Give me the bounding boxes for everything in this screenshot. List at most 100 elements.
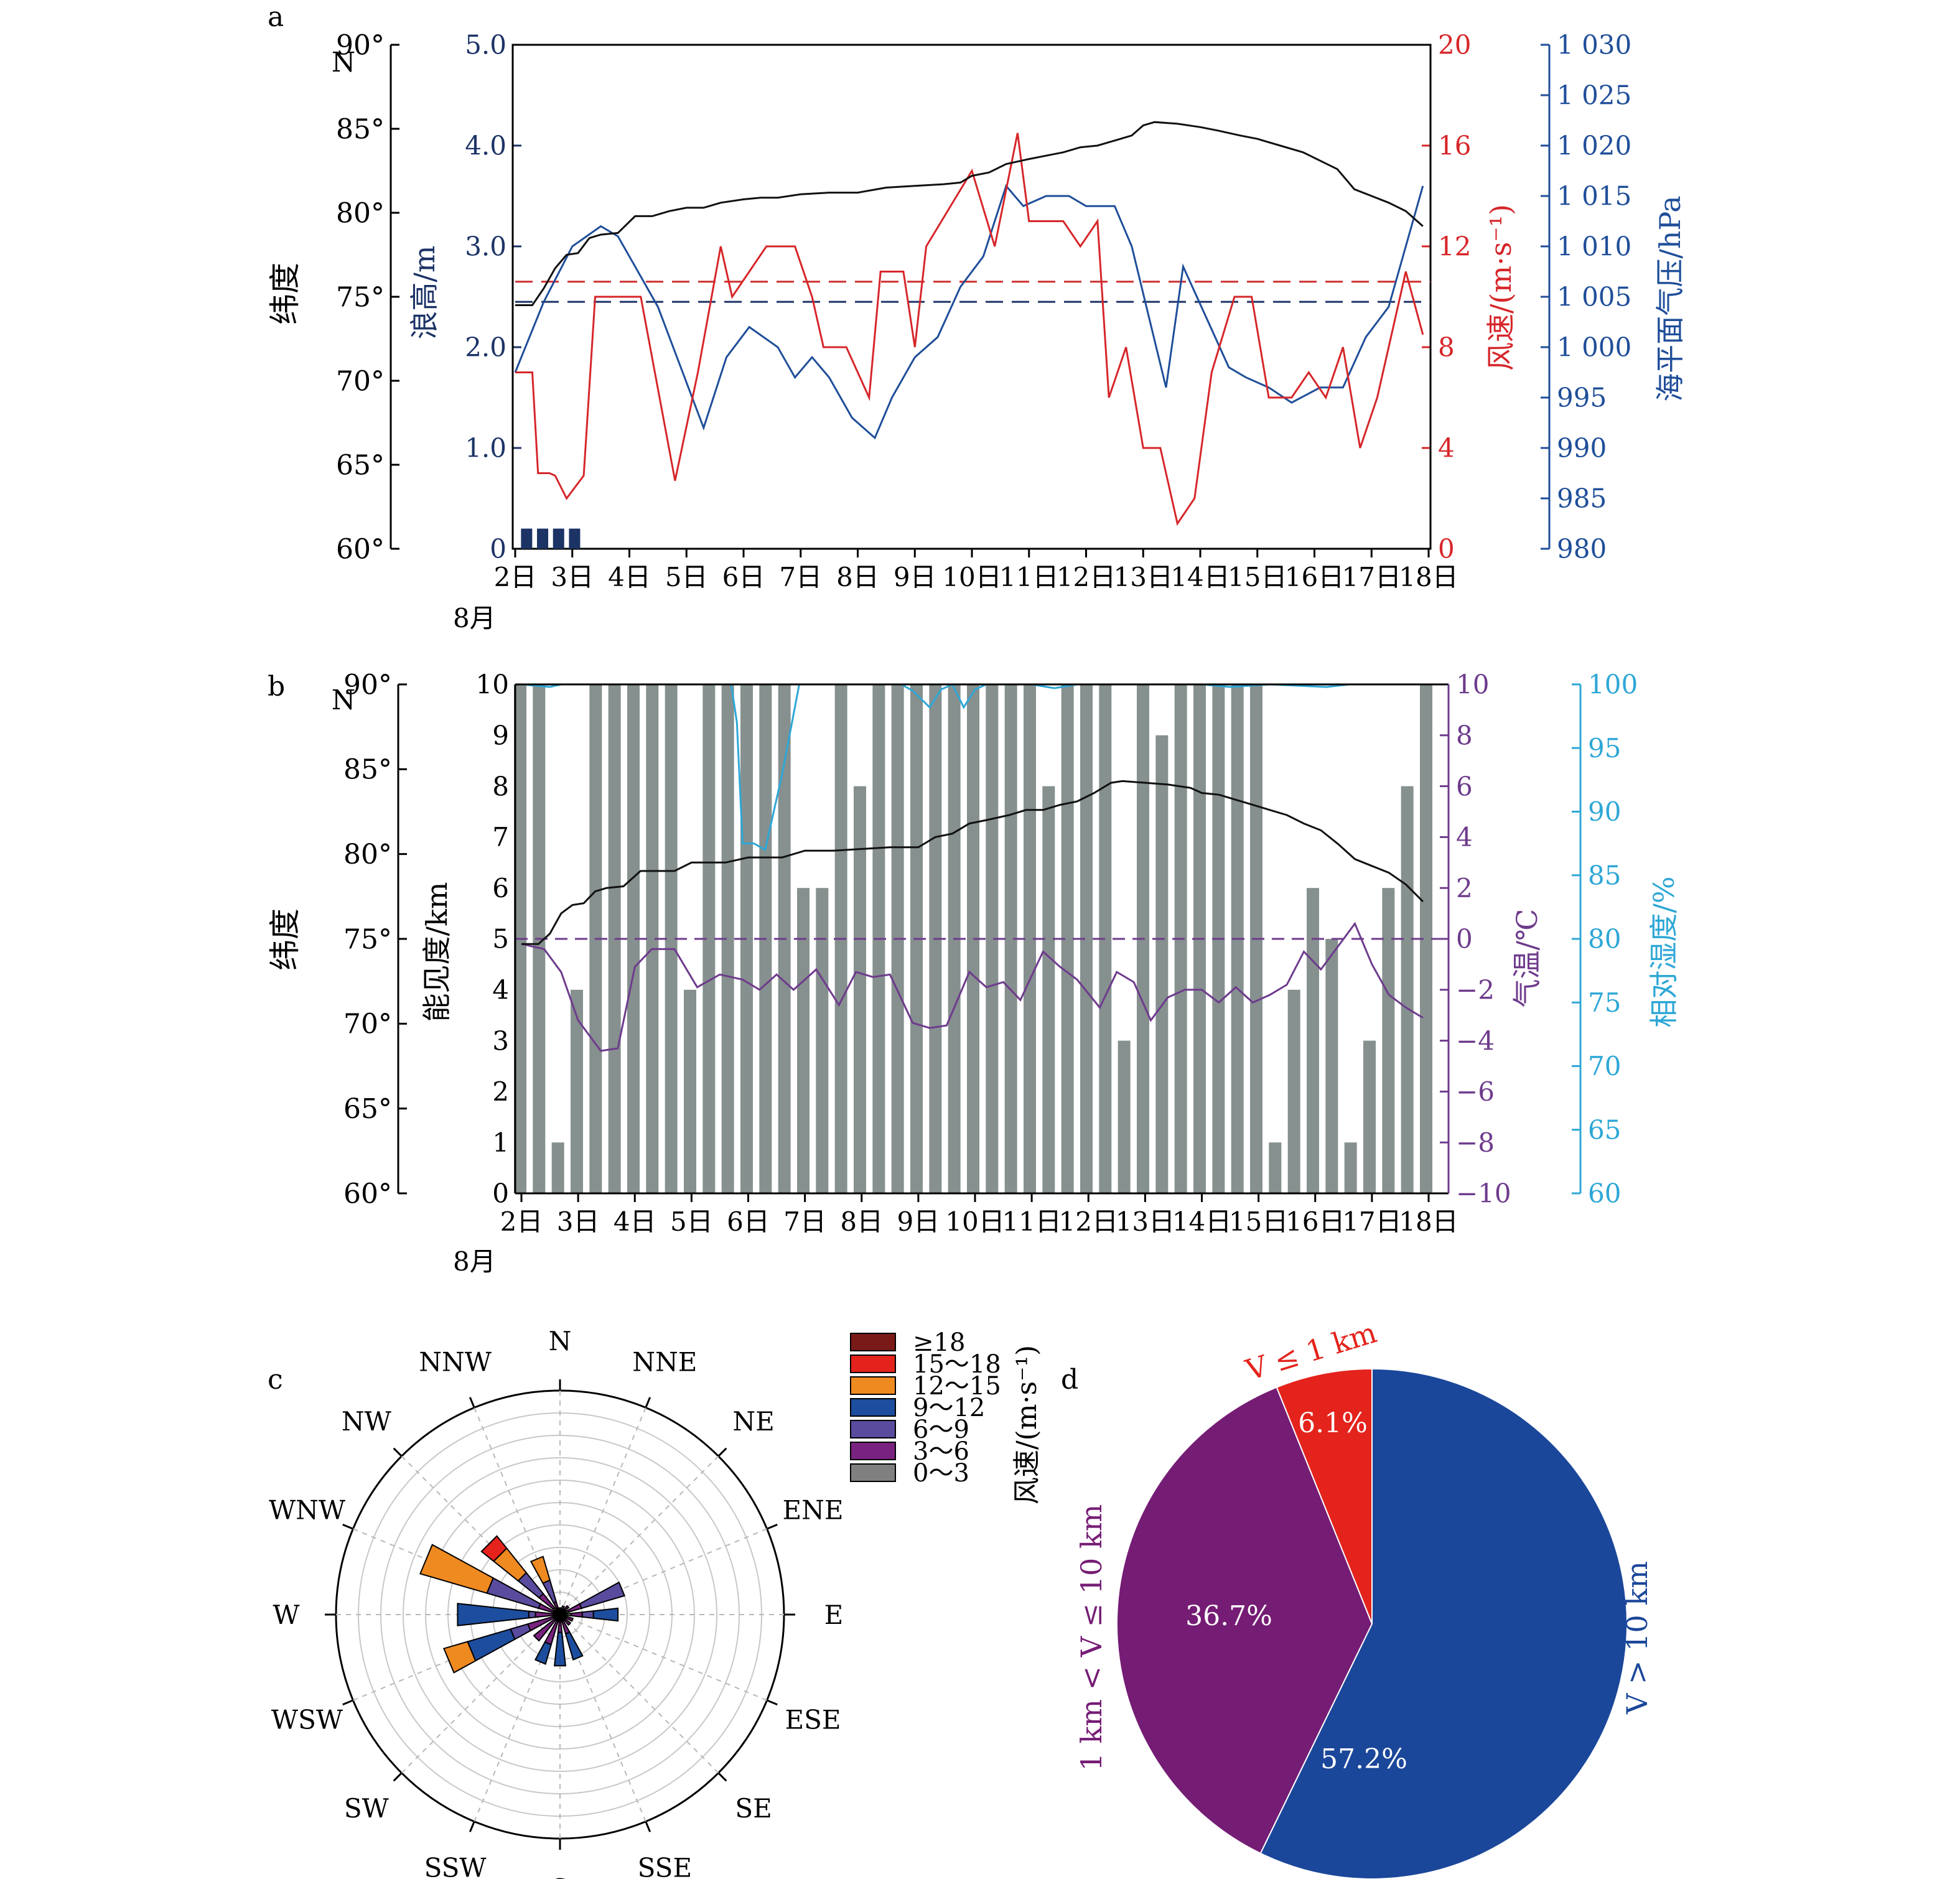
b-vis-tick-label-1: 9 bbox=[492, 720, 509, 751]
a-lat-tick-label-4: 70° bbox=[336, 365, 385, 397]
legend-swatch-1 bbox=[850, 1354, 896, 1373]
b-xtick-label-16: 18日 bbox=[1399, 1206, 1458, 1237]
panel-c-wedges bbox=[419, 1535, 626, 1674]
visibility-bar-29 bbox=[1061, 684, 1074, 1193]
a-xtick-label-1: 3日 bbox=[551, 562, 594, 592]
a-xtick-label-3: 5日 bbox=[665, 562, 708, 592]
b-temp-tick-label-8: −6 bbox=[1456, 1076, 1495, 1107]
legend-label-6: 0～3 bbox=[913, 1459, 969, 1488]
b-vis-tick-label-2: 8 bbox=[492, 771, 509, 801]
a-pres-tick-label-3: 1 015 bbox=[1557, 181, 1631, 212]
b-temp-tick-label-4: 2 bbox=[1456, 873, 1473, 903]
a-xtick-label-4: 6日 bbox=[722, 562, 765, 592]
rose-wedge-SE-1 bbox=[563, 1618, 572, 1626]
rh-line bbox=[521, 683, 1423, 852]
b-vis-tick-label-8: 2 bbox=[492, 1076, 509, 1107]
legend-label-2: 12～15 bbox=[913, 1372, 1001, 1401]
b-rh-tick-label-2: 90 bbox=[1588, 796, 1621, 827]
b-temp-tick-label-9: −8 bbox=[1456, 1127, 1495, 1158]
visibility-bar-15 bbox=[797, 888, 810, 1193]
panel-d-slices bbox=[1116, 1368, 1628, 1879]
panel-c-direction-labels: N NNE NE ENE E ESE SE SSE S SSW SW WSW W WNW NW NNW bbox=[269, 1326, 844, 1879]
latitude-line-a bbox=[515, 121, 1424, 306]
a-xtick-label-7: 9日 bbox=[894, 562, 936, 592]
panel-b-latitude-title: 纬度 bbox=[267, 908, 303, 971]
b-vis-tick-label-9: 1 bbox=[492, 1127, 509, 1158]
a-pres-tick-label-0: 1 030 bbox=[1557, 30, 1631, 60]
visibility-bar-9 bbox=[684, 989, 696, 1193]
b-rh-tick-label-6: 70 bbox=[1588, 1051, 1621, 1081]
a-wave-tick-label-3: 2.0 bbox=[465, 332, 506, 363]
rose-wedge-W-3 bbox=[457, 1603, 530, 1626]
visibility-bar-46 bbox=[1382, 888, 1395, 1193]
rose-tick-NE bbox=[717, 1447, 727, 1457]
legend-label-4: 6～9 bbox=[913, 1415, 969, 1444]
b-lat-tick-label-3: 75° bbox=[343, 923, 392, 955]
b-rh-tick-label-0: 100 bbox=[1588, 669, 1638, 700]
b-lat-tick-label-6: 60° bbox=[343, 1178, 392, 1210]
b-temp-tick-label-2: 6 bbox=[1456, 771, 1473, 801]
b-xtick-label-2: 4日 bbox=[614, 1206, 656, 1237]
rose-wedge-NE-1 bbox=[563, 1605, 570, 1611]
a-lat-tick-label-2: 80° bbox=[336, 197, 385, 229]
panel-a-month-label: 8月 bbox=[453, 603, 496, 633]
b-xtick-label-0: 2日 bbox=[500, 1206, 543, 1237]
visibility-bar-25 bbox=[986, 684, 999, 1193]
b-lat-tick-label-1: 85° bbox=[343, 754, 392, 786]
rose-label-SW: SW bbox=[344, 1793, 390, 1824]
rose-tick-SW bbox=[393, 1772, 403, 1782]
a-pres-tick-label-1: 1 025 bbox=[1557, 80, 1631, 111]
a-pres-tick-label-4: 1 010 bbox=[1557, 231, 1631, 262]
pie-slice-0 bbox=[1276, 1368, 1373, 1625]
pie-pct-gt10: 57.2% bbox=[1320, 1743, 1407, 1775]
rose-label-S: S bbox=[551, 1873, 569, 1879]
visibility-bar-6 bbox=[627, 684, 640, 1193]
a-xtick-label-5: 7日 bbox=[779, 562, 822, 592]
a-xtick-label-11: 13日 bbox=[1114, 562, 1173, 592]
rose-spoke-ENE bbox=[559, 1528, 767, 1615]
rose-wedge-SSW-3 bbox=[534, 1641, 553, 1665]
rose-spoke-ESE bbox=[559, 1614, 767, 1701]
a-xtick-label-10: 12日 bbox=[1057, 562, 1116, 592]
panel-a-pressure-title: 海平面气压/hPa bbox=[1653, 195, 1687, 401]
panel-c-letter: c bbox=[268, 1364, 283, 1396]
b-xtick-label-11: 13日 bbox=[1116, 1206, 1175, 1237]
panel-d-letter: d bbox=[1061, 1364, 1078, 1396]
rose-tick-NNE bbox=[645, 1397, 651, 1408]
panel-a-wave-title: 浪高/m bbox=[408, 245, 441, 339]
b-lat-tick-label-4: 70° bbox=[343, 1009, 392, 1040]
rose-wedge-WNW-4 bbox=[419, 1544, 494, 1594]
a-pres-tick-label-8: 990 bbox=[1557, 433, 1607, 464]
panel-b-latitude-axis: 90° 85° 80° 75° 70° 65° 60° bbox=[343, 669, 407, 1210]
panel-a-pressure-axis: 1 030 1 025 1 020 1 015 1 010 1 005 1 000 995 99… bbox=[1541, 30, 1631, 564]
b-rh-tick-label-8: 60 bbox=[1588, 1178, 1621, 1209]
rose-spoke-SW bbox=[401, 1614, 561, 1774]
rose-wedge-S-1 bbox=[557, 1620, 563, 1633]
b-temp-tick-label-5: 0 bbox=[1456, 924, 1473, 954]
pie-slice-2 bbox=[1259, 1368, 1628, 1879]
rose-ring-7 bbox=[403, 1457, 717, 1772]
panel-a-letter: a bbox=[268, 1, 284, 33]
b-xtick-label-4: 6日 bbox=[727, 1206, 770, 1237]
a-lat-tick-label-5: 65° bbox=[336, 449, 385, 481]
visibility-bar-30 bbox=[1080, 684, 1093, 1193]
temperature-line bbox=[521, 921, 1424, 1052]
b-vis-tick-label-10: 0 bbox=[492, 1178, 509, 1209]
rose-label-ENE: ENE bbox=[782, 1495, 843, 1526]
visibility-bar-42 bbox=[1307, 888, 1319, 1193]
panel-a-latitude-axis: 90° 85° 80° 75° 70° 65° 60° bbox=[336, 29, 399, 565]
pie-slice-1 bbox=[1116, 1386, 1373, 1855]
a-wind-tick-label-5: 0 bbox=[1438, 534, 1455, 564]
rose-label-WSW: WSW bbox=[271, 1704, 343, 1735]
legend-swatch-6 bbox=[850, 1463, 896, 1482]
panel-a-latitude-title: 纬度 bbox=[267, 263, 303, 325]
rose-tick-WSW bbox=[342, 1699, 353, 1706]
rose-wedge-SW-1 bbox=[533, 1618, 557, 1642]
rose-spoke-NNE bbox=[559, 1407, 646, 1615]
visibility-bar-47 bbox=[1401, 786, 1414, 1193]
rose-wedge-W-2 bbox=[528, 1610, 536, 1619]
a-wind-tick-label-4: 4 bbox=[1438, 433, 1455, 464]
pie-label-mid: 1 km < V ≤ 10 km bbox=[1075, 1504, 1108, 1771]
